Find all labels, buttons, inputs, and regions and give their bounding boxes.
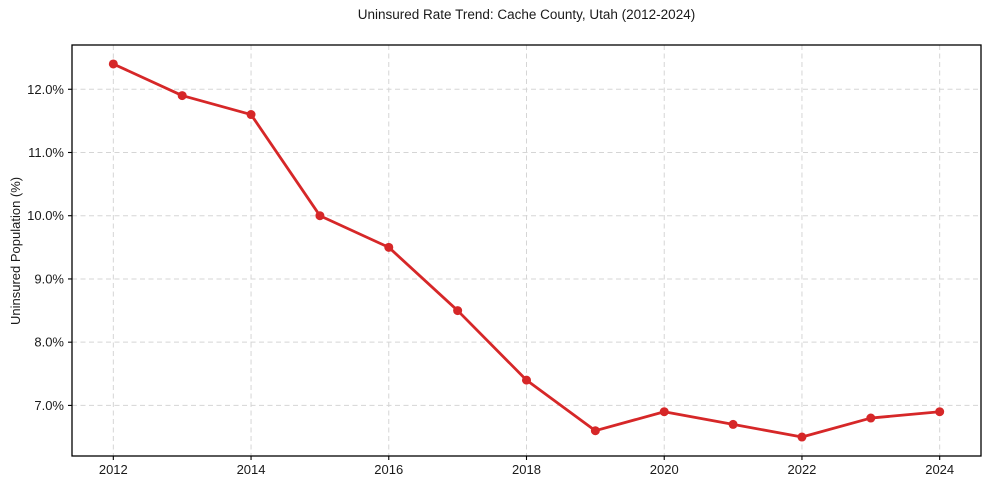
data-point-2019 — [590, 426, 600, 436]
data-point-2017 — [453, 306, 463, 316]
chart-title: Uninsured Rate Trend: Cache County, Utah… — [357, 7, 696, 22]
x-tick-label: 2018 — [512, 462, 541, 477]
y-tick-label: 7.0% — [34, 398, 64, 413]
y-tick-label: 12.0% — [27, 82, 64, 97]
data-point-2023 — [866, 413, 876, 423]
data-point-2016 — [384, 242, 394, 252]
data-point-2018 — [522, 375, 531, 385]
data-point-2014 — [246, 110, 256, 120]
plot-border — [71, 44, 982, 457]
data-point-2024 — [935, 407, 945, 417]
y-tick-label: 10.0% — [27, 208, 64, 223]
data-point-2022 — [797, 432, 807, 442]
x-tick-label: 2016 — [374, 462, 403, 477]
y-tick-label: 8.0% — [34, 335, 64, 350]
data-point-2021 — [728, 419, 738, 429]
y-tick-label: 11.0% — [28, 145, 64, 160]
x-tick-label: 2014 — [237, 462, 266, 477]
data-point-2012 — [108, 59, 118, 69]
x-tick-label: 2012 — [99, 462, 128, 477]
data-point-2020 — [659, 407, 669, 417]
x-tick-label: 2024 — [925, 462, 954, 477]
x-tick-label: 2020 — [650, 462, 679, 477]
data-point-2013 — [177, 91, 187, 101]
y-tick-label: 9.0% — [34, 271, 64, 286]
x-tick-label: 2022 — [787, 462, 816, 477]
data-point-2015 — [315, 211, 325, 221]
